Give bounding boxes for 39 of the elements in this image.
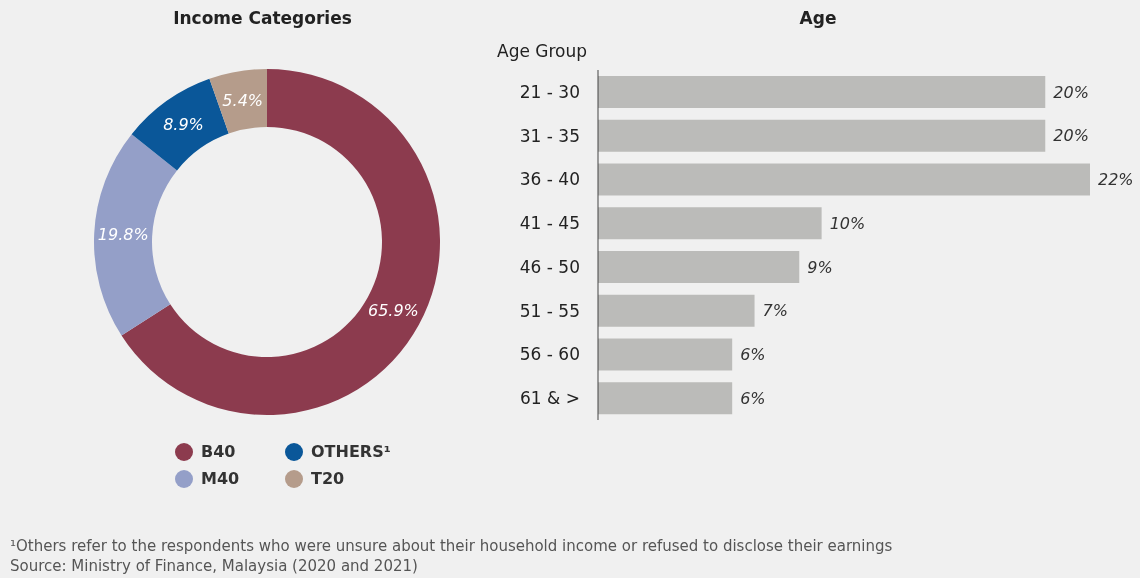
donut-slice <box>209 69 267 134</box>
y-tick-label: 61 & > <box>520 388 580 409</box>
data-label: 20% <box>1053 126 1089 146</box>
bar <box>598 294 755 327</box>
data-label: 65.9% <box>367 301 419 321</box>
y-tick-label: 51 - 55 <box>519 300 580 321</box>
data-label: 6% <box>740 345 766 365</box>
y-axis-title: Age Group <box>497 41 588 61</box>
legend-label: OTHERS¹ <box>311 442 391 461</box>
bar <box>598 119 1046 152</box>
text: ¹Others refer to the respondents who were unsure about their household income or refused to disclose their earnings <box>10 536 893 556</box>
y-tick-label: 31 - 35 <box>519 125 580 146</box>
legend-label: B40 <box>201 442 236 461</box>
bar <box>598 338 733 371</box>
data-label: 20% <box>1053 82 1089 102</box>
donut-slice <box>94 134 178 336</box>
y-tick-label: 56 - 60 <box>519 344 580 365</box>
y-tick-label: 21 - 30 <box>519 81 580 102</box>
data-label: 5.4% <box>222 90 264 110</box>
data-label: 19.8% <box>97 225 149 245</box>
chart-title: Income Categories <box>172 8 353 28</box>
chart-title: Age <box>798 8 838 28</box>
legend-label: M40 <box>201 469 240 488</box>
data-label: 22% <box>1098 170 1134 190</box>
source-note: Source: Ministry of Finance, Malaysia (2020 and 2021) <box>10 556 419 576</box>
bar <box>598 76 1046 108</box>
data-label: 7% <box>762 301 788 321</box>
data-label: 8.9% <box>163 115 204 135</box>
y-tick-label: 41 - 45 <box>519 213 580 234</box>
bar <box>598 163 1090 196</box>
data-label: 6% <box>740 388 766 408</box>
bar <box>598 207 822 240</box>
y-tick-label: 36 - 40 <box>519 169 580 190</box>
data-label: 10% <box>829 213 866 233</box>
bar <box>598 382 733 415</box>
bar <box>598 251 800 283</box>
data-label: 9% <box>807 257 833 277</box>
y-tick-label: 46 - 50 <box>519 256 580 277</box>
legend-label: T20 <box>311 469 345 488</box>
